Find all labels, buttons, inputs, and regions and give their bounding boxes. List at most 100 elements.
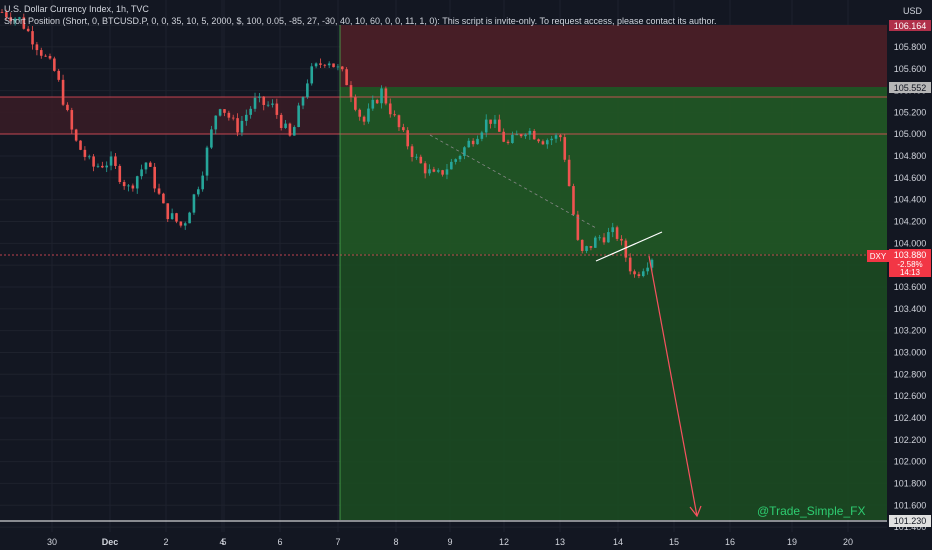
candle-body: [393, 114, 396, 116]
candle-body: [423, 163, 427, 174]
candlestick-series: [0, 8, 654, 279]
candle-body: [13, 18, 17, 22]
candle-body: [554, 135, 558, 139]
candle-body: [476, 138, 479, 145]
price-tick-label: 105.000: [894, 129, 927, 139]
time-tick-label: 4: [219, 537, 224, 547]
candle-body: [602, 237, 606, 243]
time-axis-bg: [0, 532, 932, 550]
candle-body: [131, 185, 135, 189]
candle-body: [589, 246, 593, 248]
candle-body: [345, 69, 348, 86]
time-tick-label: 30: [47, 537, 57, 547]
candle-body: [546, 140, 549, 145]
candle-body: [153, 166, 156, 189]
candle-body: [528, 130, 532, 135]
candle-body: [336, 66, 340, 68]
candle-countdown: 14:13: [900, 268, 921, 277]
candle-body: [397, 115, 401, 128]
candle-body: [467, 140, 471, 148]
candle-body: [650, 259, 654, 268]
candle-body: [188, 212, 191, 224]
time-tick-label: 14: [613, 537, 623, 547]
candle-body: [550, 138, 553, 141]
price-tick-label: 102.200: [894, 435, 927, 445]
prior-stop-zone: [0, 97, 340, 134]
projection-arrow: [648, 255, 698, 517]
price-tick-label: 102.600: [894, 391, 927, 401]
candle-body: [179, 221, 183, 226]
candle-body: [598, 237, 601, 239]
candle-body: [410, 146, 414, 157]
price-tick-label: 103.600: [894, 282, 927, 292]
time-tick-label: 13: [555, 537, 565, 547]
symbol-tag: DXY: [870, 252, 887, 261]
price-tick-label: 105.200: [894, 107, 927, 117]
time-tick-label: 16: [725, 537, 735, 547]
candle-body: [275, 103, 279, 115]
candle-body: [258, 96, 261, 98]
strategy-legend: Short Position (Short, 0, BTCUSD.P, 0, 0…: [4, 16, 717, 26]
price-tick-label: 102.800: [894, 369, 927, 379]
candle-body: [419, 156, 423, 164]
candle-body: [271, 103, 274, 105]
candle-body: [288, 123, 292, 136]
level-price-tag-bg: [889, 82, 931, 93]
candle-body: [310, 66, 314, 84]
candle-body: [197, 189, 200, 195]
candle-body: [463, 147, 466, 156]
candle-body: [109, 156, 113, 166]
time-tick-label: Dec: [102, 537, 119, 547]
candle-body: [101, 165, 104, 168]
time-tick-label: 6: [277, 537, 282, 547]
candle-body: [402, 127, 405, 131]
stop-price-tag: 106.164: [894, 21, 927, 31]
time-tick-label: 2: [163, 537, 168, 547]
candle-body: [9, 17, 13, 22]
candle-body: [135, 176, 139, 189]
stop-loss-zone: [340, 25, 887, 87]
candle-body: [157, 188, 161, 194]
price-tick-label: 103.000: [894, 347, 927, 357]
candle-body: [537, 139, 540, 142]
candle-body: [210, 129, 213, 148]
time-tick-label: 7: [335, 537, 340, 547]
candle-body: [105, 165, 108, 168]
target-price-tag-bg: [889, 515, 931, 527]
candle-body: [22, 17, 26, 29]
candle-body: [454, 159, 457, 162]
price-axis[interactable]: 106.000105.800105.600105.400105.200105.0…: [867, 0, 932, 532]
candle-body: [223, 109, 226, 113]
candle-body: [628, 257, 632, 272]
symbol-tag-bg: [867, 250, 889, 262]
time-axis[interactable]: 30 Dec 2 45 6 7 8 9 12 13 14 15 16 19 20: [0, 532, 932, 550]
price-change: -2.58%: [897, 260, 922, 269]
candle-body: [563, 137, 567, 160]
candle-body: [498, 119, 501, 132]
dashed-channel-line: [429, 134, 597, 229]
candle-body: [441, 170, 444, 175]
candle-body: [458, 155, 462, 160]
candle-body: [480, 132, 484, 139]
current-price: 103.880: [894, 250, 927, 260]
candle-body: [641, 271, 645, 277]
candle-body: [524, 134, 527, 137]
candle-body: [61, 79, 65, 105]
projection-arrowhead: [689, 505, 702, 518]
rising-wedge-line: [595, 231, 663, 262]
chart-title: U.S. Dollar Currency Index, 1h, TVC: [4, 4, 149, 14]
candle-body: [323, 64, 327, 66]
candle-body: [633, 271, 636, 275]
candle-body: [607, 232, 610, 243]
candle-body: [26, 28, 30, 32]
candle-body: [96, 165, 100, 167]
candle-body: [532, 130, 536, 140]
candle-body: [358, 109, 362, 117]
time-tick-label: 9: [447, 537, 452, 547]
take-profit-zone: [340, 87, 887, 520]
price-tick-label: 105.600: [894, 64, 927, 74]
candle-body: [297, 105, 300, 128]
level-price-tag: 105.552: [894, 83, 927, 93]
candle-body: [292, 127, 296, 136]
